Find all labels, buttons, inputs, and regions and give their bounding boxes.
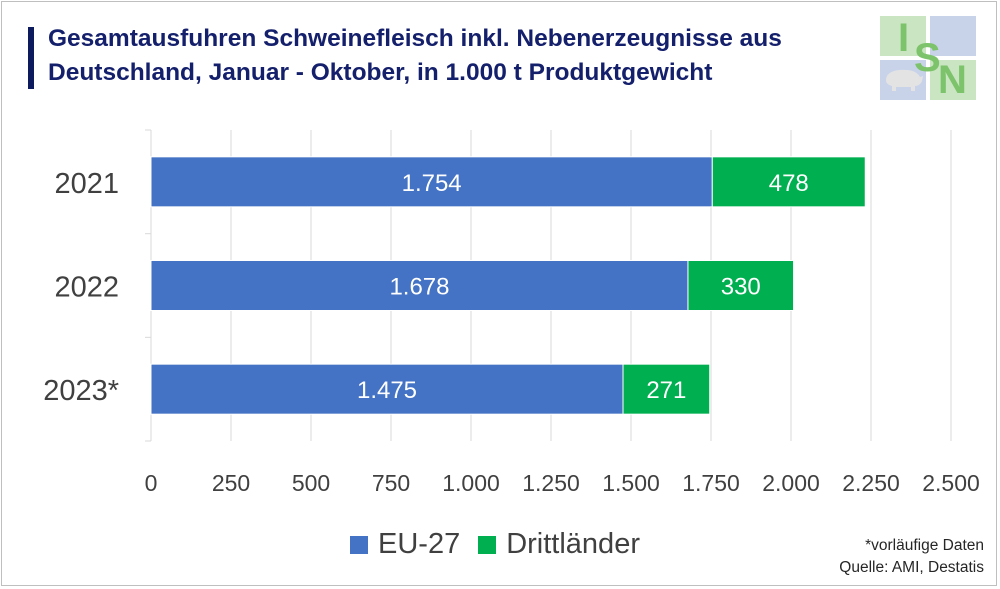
logo-letter-s: S: [914, 36, 941, 80]
x-tick-label: 2.250: [842, 470, 900, 496]
x-tick-label: 2.000: [762, 470, 820, 496]
data-label-drittl-nder: 271: [646, 377, 686, 404]
x-tick-label: 1.250: [522, 470, 580, 496]
bar-eu-27: [150, 363, 624, 415]
x-tick-label: 2.500: [922, 470, 980, 496]
legend-label-drittlaender: Drittländer: [506, 528, 640, 560]
bar-eu-27: [150, 156, 713, 208]
y-category-label: 2022: [54, 272, 119, 304]
data-label-drittl-nder: 330: [721, 274, 761, 301]
bar-eu-27: [150, 260, 689, 311]
footnote-source: Quelle: AMI, Destatis: [839, 559, 984, 576]
x-tick-label: 500: [292, 470, 330, 496]
x-tick-label: 1.750: [682, 470, 740, 496]
pig-icon: [886, 69, 923, 91]
data-label-eu-27: 1.678: [389, 274, 449, 301]
legend-swatch-eu27: [350, 535, 368, 554]
chart-title: Gesamtausfuhren Schweinefleisch inkl. Ne…: [48, 22, 868, 90]
x-tick-label: 750: [372, 470, 410, 496]
isn-logo: I S N: [880, 16, 976, 100]
x-tick-label: 250: [212, 470, 250, 496]
y-category-label: 2021: [54, 168, 119, 200]
legend-item-eu27: EU-27: [350, 528, 460, 561]
footnote: *vorläufige Daten Quelle: AMI, Destatis: [839, 535, 984, 579]
logo-cell-top-left: [880, 16, 926, 56]
bar-drittl-nder: [622, 363, 711, 415]
logo-cell-top-right: [930, 16, 976, 56]
legend-label-eu27: EU-27: [378, 528, 461, 560]
legend-swatch-drittlaender: [478, 535, 497, 554]
logo-cell-bottom-right: [930, 60, 976, 100]
data-label-eu-27: 1.754: [402, 170, 462, 197]
bar-drittl-nder: [687, 260, 795, 311]
logo-letter-i: I: [898, 16, 910, 60]
chart-title-line-2: Deutschland, Januar - Oktober, in 1.000 …: [48, 59, 713, 86]
chart-title-line-1: Gesamtausfuhren Schweinefleisch inkl. Ne…: [48, 25, 782, 52]
data-label-eu-27: 1.475: [357, 377, 417, 404]
x-tick-label: 1.500: [602, 470, 660, 496]
y-category-label: 2023*: [43, 375, 119, 407]
legend: EU-27 Drittländer: [350, 528, 640, 561]
bar-drittl-nder: [711, 156, 866, 208]
data-label-drittl-nder: 478: [769, 170, 809, 197]
legend-item-drittlaender: Drittländer: [478, 528, 640, 561]
x-tick-label: 0: [145, 470, 158, 496]
logo-letter-n: N: [938, 58, 967, 102]
x-tick-label: 1.000: [442, 470, 500, 496]
title-accent-bar: [28, 27, 34, 89]
footnote-preliminary: *vorläufige Daten: [865, 537, 984, 554]
